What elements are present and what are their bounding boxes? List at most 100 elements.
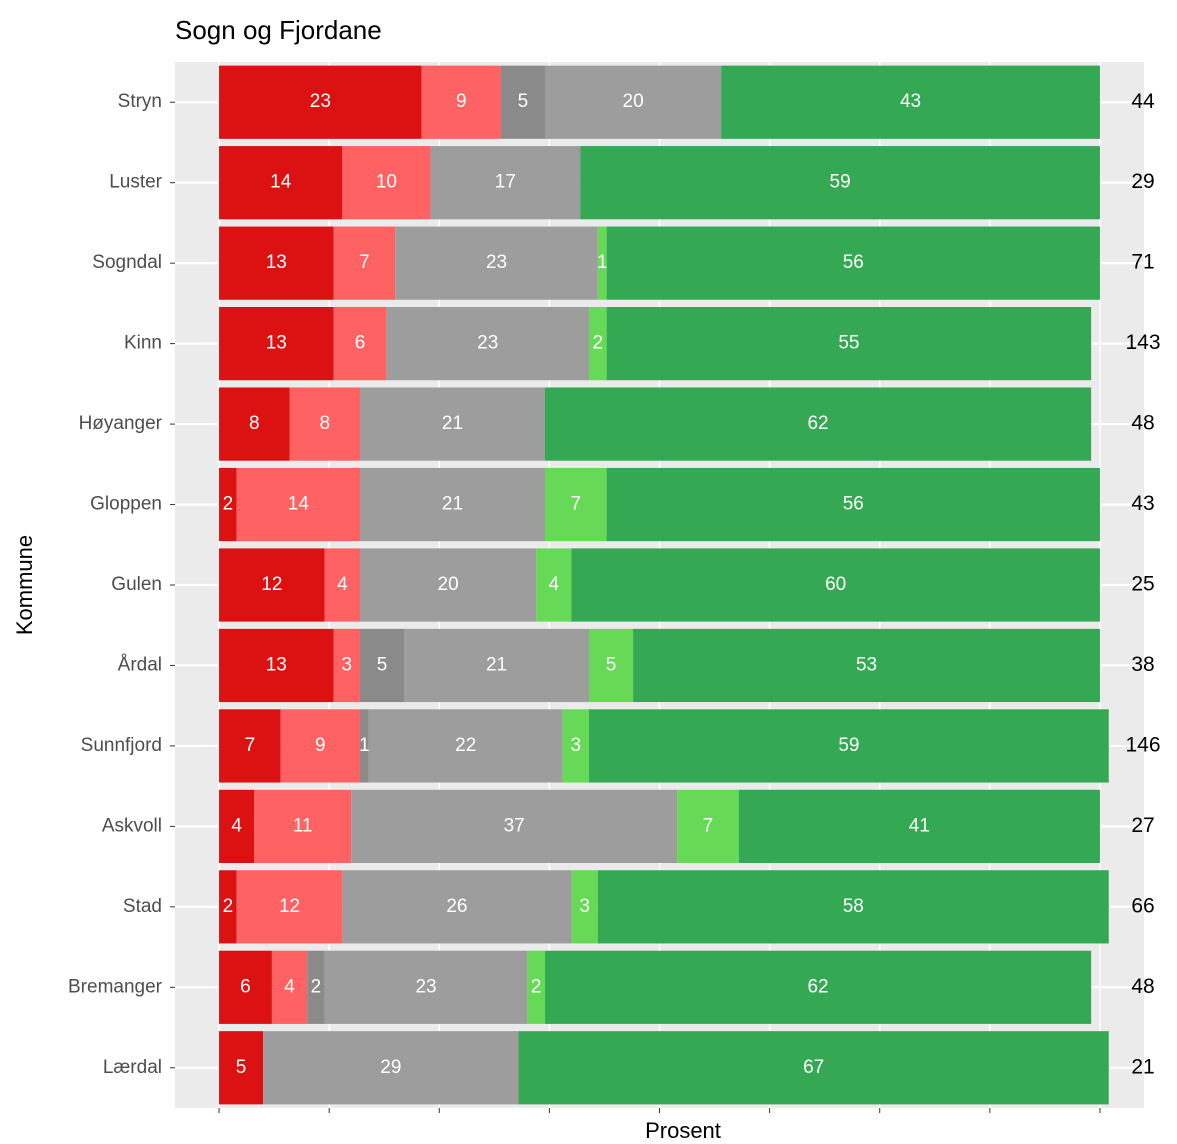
value-label: 7	[703, 815, 714, 836]
bar-segment	[395, 226, 598, 300]
total-label: 25	[1131, 573, 1154, 596]
value-label: 8	[319, 413, 330, 434]
bar-segment	[421, 65, 501, 139]
value-label: 5	[518, 91, 529, 112]
bar-segment	[589, 709, 1109, 783]
bar-segment	[219, 307, 334, 381]
value-label: 41	[909, 815, 930, 836]
total-label: 38	[1131, 653, 1154, 676]
bar-segment	[677, 789, 739, 863]
value-label: 13	[266, 333, 287, 354]
bar-segment	[580, 146, 1100, 220]
value-label: 9	[456, 91, 467, 112]
bar-segment	[307, 950, 325, 1024]
value-label: 7	[245, 735, 256, 756]
value-label: 56	[843, 252, 864, 273]
total-label: 48	[1131, 975, 1154, 998]
y-tick-label: Sogndal	[92, 252, 162, 273]
value-label: 5	[606, 654, 617, 675]
bar-segment	[544, 467, 607, 542]
bar-segment	[571, 870, 598, 944]
value-label: 23	[415, 976, 436, 997]
value-label: 14	[270, 172, 292, 193]
bar-segment	[219, 387, 290, 461]
value-label: 9	[315, 735, 326, 756]
value-label: 3	[341, 654, 352, 675]
value-label: 1	[359, 735, 370, 756]
value-label: 29	[380, 1057, 401, 1078]
bar-segment	[219, 870, 237, 944]
bar-segment	[589, 628, 634, 703]
bar-segment	[219, 709, 281, 783]
value-label: 37	[504, 815, 525, 836]
value-label: 12	[279, 896, 300, 917]
value-label: 5	[236, 1057, 247, 1078]
bar-segment	[359, 709, 369, 783]
value-label: 67	[803, 1057, 824, 1078]
bar-segment	[597, 870, 1109, 944]
value-label: 21	[486, 654, 507, 675]
bar-segment	[333, 226, 396, 300]
total-label: 146	[1125, 733, 1160, 756]
value-label: 12	[261, 574, 282, 595]
total-label: 66	[1131, 894, 1154, 917]
value-label: 13	[266, 252, 287, 273]
y-tick-label: Høyanger	[79, 413, 163, 434]
bar-segment	[527, 950, 545, 1024]
bar-segment	[606, 226, 1100, 300]
value-label: 59	[830, 172, 851, 193]
y-axis-label: Kommune	[12, 535, 37, 635]
bar-segment	[633, 628, 1100, 703]
bar-segment	[606, 467, 1100, 542]
bar-segment	[544, 387, 1092, 461]
value-label: 4	[337, 574, 348, 595]
bar-segment	[263, 1031, 519, 1105]
value-label: 2	[223, 896, 234, 917]
value-label: 23	[477, 333, 498, 354]
total-label: 44	[1131, 90, 1155, 113]
bar-segment	[219, 226, 334, 300]
bar-segment	[236, 870, 343, 944]
bar-segment	[404, 628, 590, 703]
y-tick-label: Askvoll	[102, 815, 162, 836]
chart-title: Sogn og Fjordane	[175, 15, 382, 45]
bar-segment	[324, 950, 528, 1024]
value-label: 62	[807, 976, 828, 997]
bar-segment	[342, 870, 572, 944]
total-label: 21	[1131, 1055, 1154, 1078]
bar-segment	[571, 548, 1100, 622]
bar-segment	[544, 950, 1092, 1024]
value-label: 6	[355, 333, 366, 354]
value-label: 4	[549, 574, 560, 595]
value-label: 22	[455, 735, 476, 756]
value-label: 60	[825, 574, 846, 595]
bar-segment	[333, 307, 387, 381]
value-label: 3	[571, 735, 582, 756]
value-label: 1	[597, 252, 608, 273]
bar-segment	[342, 146, 431, 220]
value-label: 2	[311, 976, 322, 997]
bar-segment	[219, 628, 334, 703]
y-tick-label: Luster	[109, 172, 162, 193]
bar-segment	[219, 65, 422, 139]
value-label: 55	[838, 333, 859, 354]
bar-segment	[271, 950, 308, 1024]
y-tick-label: Stad	[123, 896, 162, 917]
bar-segment	[324, 548, 360, 622]
total-label: 27	[1131, 814, 1154, 837]
bar-segment	[738, 789, 1100, 863]
value-label: 23	[486, 252, 507, 273]
value-label: 53	[856, 654, 877, 675]
bar-segment	[254, 789, 352, 863]
bar-segment	[721, 65, 1100, 139]
value-label: 6	[240, 976, 251, 997]
y-tick-label: Bremanger	[68, 976, 163, 997]
bar-segment	[606, 307, 1092, 381]
value-label: 7	[571, 494, 582, 515]
value-label: 21	[442, 494, 463, 515]
bar-segment	[589, 307, 607, 381]
value-label: 56	[843, 494, 864, 515]
total-label: 43	[1131, 492, 1154, 515]
value-label: 26	[446, 896, 467, 917]
